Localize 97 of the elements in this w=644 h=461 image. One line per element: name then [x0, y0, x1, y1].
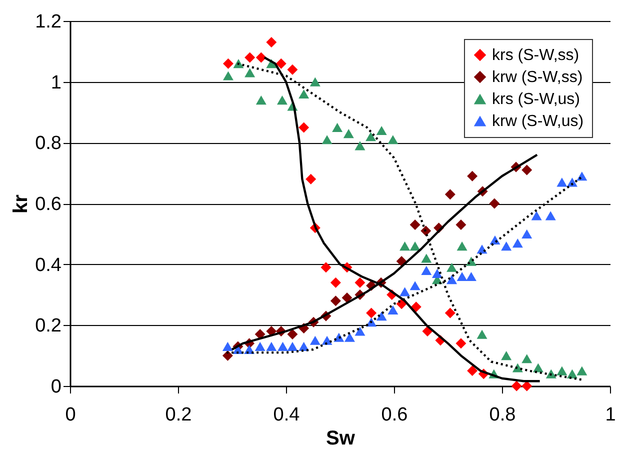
point	[310, 336, 320, 345]
point	[421, 266, 432, 275]
point	[421, 254, 432, 263]
point	[522, 229, 532, 238]
x-tick-label: 0	[65, 404, 76, 426]
x-tick-label: 0.2	[165, 404, 192, 426]
point	[287, 342, 298, 351]
point	[298, 122, 310, 133]
point	[222, 58, 234, 69]
point	[501, 351, 512, 360]
point	[466, 272, 476, 282]
point	[446, 262, 458, 272]
point	[456, 338, 466, 349]
legend-label: krs (S-W,ss)	[492, 47, 580, 64]
point	[400, 242, 410, 251]
point	[456, 220, 466, 230]
point	[446, 275, 458, 284]
point	[410, 281, 420, 290]
point	[276, 96, 288, 105]
y-tick-label: 0.6	[35, 194, 62, 215]
point	[501, 242, 512, 251]
y-axis-title: kr	[10, 194, 32, 214]
point	[254, 342, 266, 351]
x-tick-label: 0.8	[489, 404, 516, 426]
point	[410, 220, 420, 230]
point	[410, 242, 420, 251]
point	[522, 354, 532, 364]
point	[256, 52, 266, 63]
point	[266, 37, 277, 48]
point	[222, 71, 234, 80]
point	[222, 350, 233, 361]
point	[256, 96, 266, 105]
point	[332, 122, 343, 132]
legend-label: krw (S-W,us)	[492, 113, 584, 130]
point	[531, 211, 542, 220]
y-tick-label: 0.8	[35, 133, 62, 154]
point	[400, 287, 410, 296]
point	[343, 129, 354, 138]
legend-label: krs (S-W,us)	[492, 91, 580, 108]
point	[298, 89, 310, 99]
point	[366, 308, 377, 318]
x-tick-label: 1	[605, 404, 616, 426]
point	[310, 77, 320, 86]
point	[546, 369, 556, 378]
point	[512, 238, 523, 248]
point	[306, 174, 316, 184]
y-tick-label: 0.2	[35, 316, 62, 337]
point	[266, 326, 277, 336]
point	[444, 308, 456, 318]
point	[467, 170, 478, 182]
point	[266, 342, 277, 351]
point	[276, 58, 286, 69]
y-tick-label: 0	[50, 376, 62, 398]
point	[330, 296, 341, 306]
point	[456, 272, 468, 282]
point	[556, 178, 568, 187]
point	[287, 329, 298, 340]
point	[287, 64, 298, 75]
point	[330, 277, 341, 288]
y-tick-label: 1	[50, 72, 62, 94]
y-tick-label: 1.2	[35, 12, 62, 32]
legend-label: krw (S-W,ss)	[492, 69, 583, 86]
point	[244, 52, 256, 63]
point	[522, 380, 532, 392]
point	[489, 198, 500, 209]
point	[532, 363, 544, 372]
point	[354, 277, 366, 288]
point	[422, 326, 433, 336]
point	[467, 366, 478, 376]
point	[354, 141, 366, 150]
point	[320, 262, 332, 273]
point	[322, 135, 332, 144]
point	[278, 342, 288, 351]
point	[545, 211, 556, 220]
point	[476, 330, 488, 339]
point	[556, 366, 568, 376]
point	[366, 132, 376, 142]
point	[376, 126, 387, 136]
point	[388, 305, 398, 314]
point	[354, 326, 366, 336]
point	[342, 292, 352, 304]
point	[388, 135, 398, 144]
x-tick-label: 0.6	[381, 404, 408, 426]
x-tick-label: 0.4	[273, 404, 300, 426]
point	[511, 380, 522, 392]
point	[376, 312, 387, 321]
x-axis-title: Sw	[326, 428, 356, 450]
point	[344, 332, 355, 342]
point	[444, 189, 456, 200]
point	[456, 242, 468, 251]
point	[576, 366, 588, 376]
point	[432, 268, 442, 278]
point	[410, 302, 422, 312]
point	[522, 164, 532, 176]
y-tick-label: 0.4	[35, 254, 62, 276]
point	[222, 342, 233, 351]
point	[244, 68, 256, 78]
